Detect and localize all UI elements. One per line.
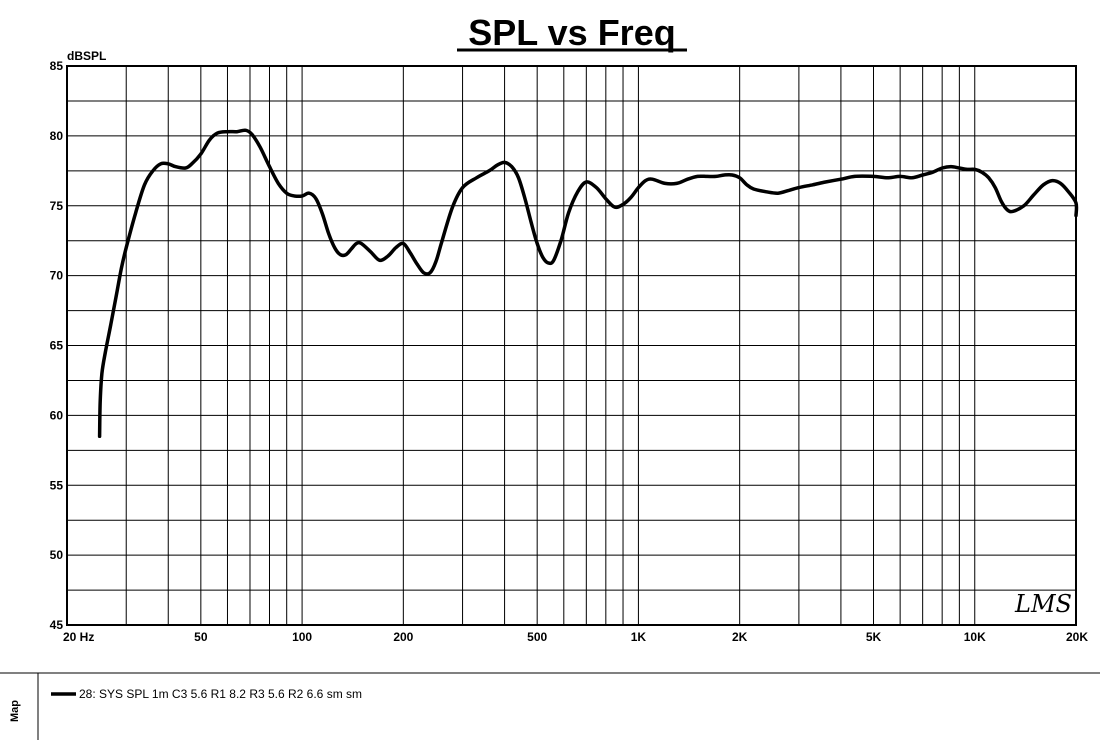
legend-entry: 28: SYS SPL 1m C3 5.6 R1 8.2 R3 5.6 R2 6… [79,687,362,701]
x-tick-label: 100 [292,630,312,644]
x-tick-label: 50 [194,630,208,644]
x-tick-label: 5K [866,630,882,644]
y-tick-label: 60 [50,408,64,422]
x-tick-label: 20K [1066,630,1088,644]
y-tick-label: 80 [50,129,64,143]
x-tick-label: 2K [732,630,748,644]
y-tick-label: 65 [50,339,64,353]
map-side-label: Map [9,700,21,722]
x-tick-label: 500 [527,630,547,644]
chart-title: SPL vs Freq [468,12,675,53]
y-tick-label: 85 [50,59,64,73]
y-tick-labels: 85 80 75 70 65 60 55 50 45 [50,59,64,632]
lms-signature: LMS [1014,590,1072,618]
y-tick-label: 70 [50,269,64,283]
y-axis-label: dBSPL [67,49,106,63]
x-tick-label: 20 Hz [63,630,94,644]
x-tick-label: 10K [964,630,986,644]
y-tick-label: 55 [50,478,64,492]
y-tick-label: 45 [50,618,64,632]
y-tick-label: 50 [50,548,64,562]
plot-area [66,65,1077,626]
x-tick-labels: 20 Hz 50 100 200 500 1K 2K 5K 10K 20K [63,630,1088,644]
series-line-spl [97,128,1079,439]
y-tick-label: 75 [50,199,64,213]
grid-lines [67,66,1076,625]
x-tick-label: 200 [393,630,413,644]
x-tick-label: 1K [631,630,647,644]
